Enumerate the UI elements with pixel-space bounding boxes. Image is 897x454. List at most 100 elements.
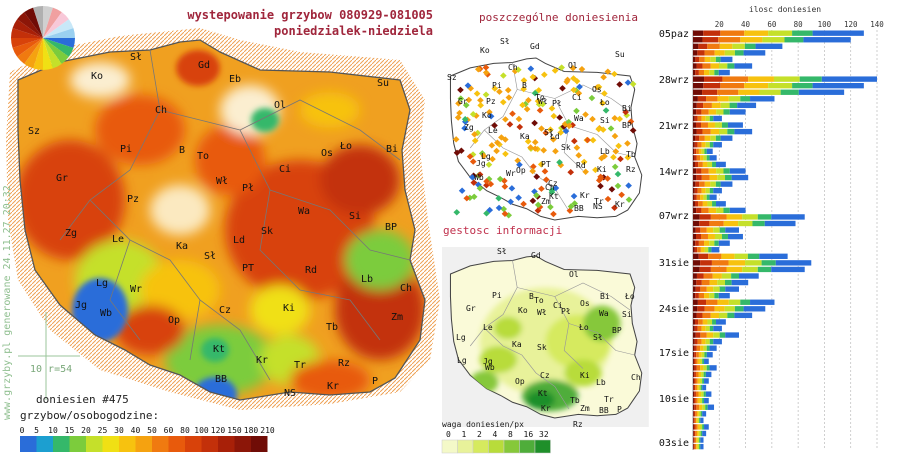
report-dot <box>625 196 633 203</box>
chart-bar-segment <box>693 358 694 364</box>
density-legend-tick: 8 <box>508 430 513 439</box>
report-dot <box>575 152 583 159</box>
reports-region-label: Su <box>615 50 625 59</box>
density-panel-title: gestosc informacji <box>443 224 562 237</box>
chart-bar-segment <box>694 391 696 397</box>
chart-bar-segment <box>693 109 697 115</box>
color-wheel-slice <box>43 6 53 38</box>
report-dot <box>476 171 484 178</box>
chart-bar-segment <box>729 102 738 109</box>
report-dot <box>520 200 527 208</box>
chart-bar-segment <box>708 207 717 214</box>
report-dot <box>471 137 479 144</box>
color-wheel-slice <box>11 38 43 48</box>
report-dot <box>477 102 484 109</box>
reports-region-label: Cz <box>548 179 558 188</box>
chart-bar-segment <box>696 443 698 450</box>
chart-bar-segment <box>702 358 705 364</box>
report-dot <box>618 191 625 198</box>
chart-bar-segment <box>716 168 724 174</box>
chart-bar-segment <box>707 43 720 49</box>
chart-bar-segment <box>707 122 715 128</box>
reports-region-label: Gd <box>530 42 540 51</box>
reports-region-label: Kr <box>615 200 625 209</box>
reports-region-label: Pi <box>492 81 502 90</box>
reports-region-label: Rd <box>576 161 586 170</box>
density-region-label: Kt <box>538 389 548 398</box>
density-region-label: Lb <box>596 378 606 387</box>
report-dot <box>539 101 547 108</box>
color-wheel-slice <box>24 7 43 38</box>
density-region-label: Gr <box>466 304 476 313</box>
chart-bar-segment <box>694 443 697 450</box>
chart-bar-segment <box>694 155 697 161</box>
reports-region-label: Wb <box>474 173 484 182</box>
reports-region-label: Ch <box>545 183 555 192</box>
chart-bar-segment <box>705 338 710 345</box>
density-region-label: Tr <box>604 395 614 404</box>
chart-bar-segment <box>703 102 712 109</box>
chart-bar-segment <box>709 220 724 227</box>
chart-bar-segment <box>704 56 711 63</box>
reports-region-label: Ka <box>520 132 530 141</box>
chart-bar-segment <box>693 365 695 371</box>
chart-bar-segment <box>696 102 704 109</box>
chart-bar-segment <box>693 332 696 338</box>
chart-bar-segment <box>701 115 706 122</box>
chart-bar-segment <box>697 142 702 148</box>
chart-bar-segment <box>732 43 745 49</box>
chart-bar-segment <box>745 260 762 266</box>
chart-bar-segment <box>693 194 695 200</box>
color-wheel-slice <box>43 7 62 38</box>
chart-bar-segment <box>714 306 725 312</box>
chart-bar-segment <box>694 345 697 351</box>
chart-bar-segment <box>698 384 701 391</box>
report-dot <box>457 95 465 102</box>
chart-bar-segment <box>704 240 710 246</box>
chart-bar-segment <box>716 201 726 207</box>
chart-bar-segment <box>712 201 716 207</box>
chart-bar-segment <box>717 299 729 305</box>
report-dot <box>611 132 619 140</box>
legend-swatch <box>69 436 86 452</box>
reports-panel-title: poszczególne doniesienia <box>479 11 638 24</box>
reports-region-label: Pł <box>552 99 562 108</box>
report-dot <box>547 126 554 133</box>
main-region-label: Rd <box>305 265 317 276</box>
chart-bar-segment <box>693 325 695 332</box>
province-borders <box>59 49 411 381</box>
main-region-label: Bi <box>386 144 398 155</box>
chart-bar-segment <box>693 437 694 443</box>
chart-bar-segment <box>693 155 695 161</box>
chart-bar-segment <box>703 194 707 200</box>
color-wheel-slice <box>43 38 69 64</box>
density-region-label: Sk <box>537 343 547 352</box>
chart-date-label: 14wrz <box>659 167 689 178</box>
reports-region-label: Bi <box>622 104 632 113</box>
watermark-text: www.grzyby.pl generowane 24.11.27 20:32 <box>2 185 13 420</box>
chart-bar-segment <box>717 89 739 95</box>
chart-bar-segment <box>693 115 695 122</box>
report-dot <box>615 142 622 150</box>
chart-bar-segment <box>697 398 700 404</box>
chart-bar-segment <box>700 384 703 391</box>
chart-bar-segment <box>696 273 704 279</box>
chart-date-label: 07wrz <box>659 211 689 222</box>
main-region-label: Ch <box>155 105 167 116</box>
chart-bar-segment <box>706 332 714 338</box>
chart-bar-segment <box>694 188 698 194</box>
chart-bar-segment <box>703 365 707 371</box>
main-region-label: Ol <box>274 100 286 111</box>
density-region-label: Sł <box>593 333 603 342</box>
main-region-label: Wb <box>100 308 112 319</box>
chart-bar-segment <box>703 273 713 279</box>
chart-bar-segment <box>697 50 705 56</box>
chart-bar-segment <box>695 358 698 364</box>
chart-bar-segment <box>699 220 710 227</box>
chart-bar-segment <box>737 102 757 109</box>
chart-bar-segment <box>696 352 699 358</box>
chart-bar-segment <box>757 214 772 220</box>
chart-bar-segment <box>705 371 712 378</box>
chart-bar-segment <box>701 142 706 148</box>
density-legend-swatch <box>503 439 520 454</box>
